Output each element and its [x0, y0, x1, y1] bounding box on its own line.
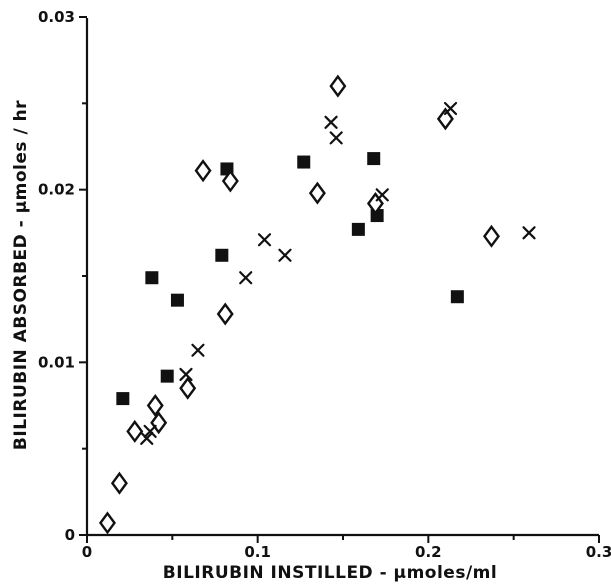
- open-diamond-point: [329, 74, 347, 98]
- filled-square-point: [450, 290, 464, 304]
- filled-square-point: [116, 392, 130, 406]
- axes: [85, 18, 599, 537]
- tick-labels: 0 0.1 0.2 0.3 0 0.01 0.02 0.03: [38, 8, 611, 561]
- x-axis-title: BILIRUBIN INSTILLED - µmoles/ml: [163, 563, 497, 583]
- open-diamond-point: [126, 419, 144, 443]
- filled-square-point: [170, 293, 184, 307]
- filled-square-point: [145, 271, 159, 285]
- open-diamond-point: [216, 302, 234, 326]
- x-tick-label: 0.3: [586, 543, 611, 561]
- cross-point: [239, 271, 253, 285]
- cross-point: [257, 233, 272, 247]
- cross-point: [278, 248, 292, 262]
- y-tick-label: 0.01: [38, 353, 75, 371]
- open-diamond-point: [482, 224, 500, 248]
- open-diamond-point: [179, 376, 197, 400]
- x-tick-label: 0.2: [415, 543, 442, 561]
- open-diamond-point: [98, 511, 116, 535]
- open-diamond-point: [194, 159, 212, 183]
- cross-point: [443, 101, 458, 116]
- y-axis-title: BILIRUBIN ABSORBED - µmoles / hr: [11, 100, 31, 450]
- open-diamond-point: [436, 107, 454, 131]
- filled-square-point: [297, 155, 311, 169]
- y-tick-label: 0.03: [38, 8, 75, 26]
- cross-point: [143, 424, 157, 438]
- cross-point: [375, 188, 389, 202]
- y-tick-label: 0: [65, 526, 75, 544]
- cross-point: [179, 367, 193, 382]
- open-diamond-point: [221, 169, 239, 193]
- filled-square-point: [351, 222, 365, 236]
- filled-square-point: [160, 369, 174, 383]
- data-points: [98, 74, 536, 535]
- open-diamond-point: [308, 181, 326, 205]
- open-diamond-point: [110, 471, 128, 495]
- y-tick-label: 0.02: [38, 181, 75, 199]
- open-diamond-point: [146, 393, 164, 418]
- ticks: [79, 16, 600, 543]
- cross-point: [324, 115, 338, 129]
- open-diamond-point: [150, 411, 168, 435]
- cross-point: [140, 431, 154, 445]
- cross-point: [191, 343, 205, 357]
- x-tick-label: 0.1: [244, 543, 271, 561]
- cross-point: [522, 226, 536, 240]
- filled-square-point: [215, 248, 229, 262]
- cross-point: [329, 131, 343, 145]
- filled-square-point: [367, 152, 381, 166]
- x-tick-label: 0: [82, 543, 92, 561]
